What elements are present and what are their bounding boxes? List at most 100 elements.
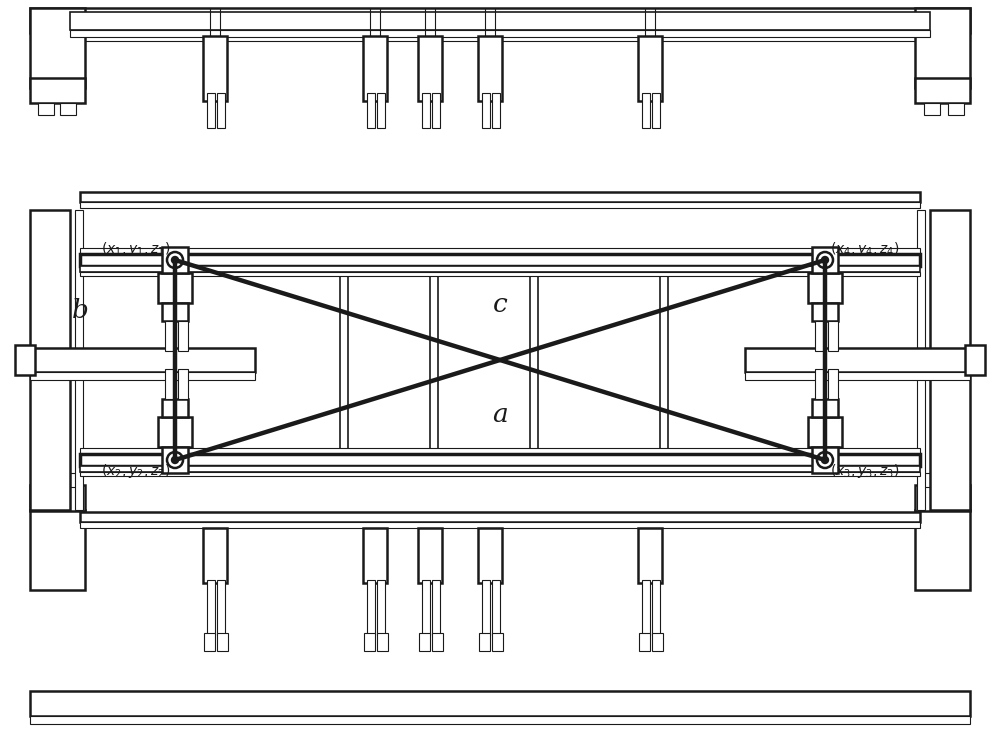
Bar [158, 273, 192, 303]
Bar [478, 528, 502, 583]
Bar [178, 321, 188, 351]
Bar [482, 93, 490, 128]
Bar [70, 12, 930, 30]
Bar [367, 580, 375, 635]
Bar [80, 454, 920, 466]
Bar [217, 580, 225, 635]
Bar [70, 30, 930, 37]
Bar [80, 466, 920, 472]
Bar [363, 36, 387, 101]
Bar [924, 473, 940, 487]
Text: a: a [492, 402, 508, 427]
Text: c: c [493, 293, 507, 318]
Text: b: b [72, 297, 88, 322]
Bar [80, 202, 920, 208]
Circle shape [172, 256, 178, 264]
Text: $(x_4,y_4,z_4)$: $(x_4,y_4,z_4)$ [830, 240, 899, 258]
Circle shape [817, 252, 833, 268]
Bar [924, 103, 940, 115]
Bar [30, 8, 85, 88]
Bar [80, 266, 920, 272]
Bar [80, 192, 920, 202]
Bar [422, 580, 430, 635]
Bar [638, 36, 662, 101]
Bar [419, 633, 430, 651]
Bar [812, 303, 838, 321]
Bar [30, 691, 970, 716]
Bar [38, 473, 54, 487]
Bar [492, 93, 500, 128]
Bar [812, 447, 838, 473]
Bar [915, 510, 970, 590]
Bar [642, 93, 650, 128]
Bar [652, 580, 660, 635]
Bar [479, 633, 490, 651]
Bar [418, 36, 442, 101]
Text: $(x_3,y_3,z_3)$: $(x_3,y_3,z_3)$ [830, 462, 899, 480]
Bar [30, 485, 85, 511]
Bar [828, 321, 838, 351]
Bar [492, 633, 503, 651]
Bar [162, 447, 188, 473]
Circle shape [167, 252, 183, 268]
Circle shape [172, 457, 178, 463]
Circle shape [822, 457, 828, 463]
Bar [162, 399, 188, 417]
Bar [432, 633, 443, 651]
Bar [178, 369, 188, 399]
Bar [158, 417, 192, 447]
Bar [812, 399, 838, 417]
Bar [808, 417, 842, 447]
Bar [917, 210, 925, 510]
Bar [80, 254, 920, 266]
Bar [432, 93, 440, 128]
Bar [492, 580, 500, 635]
Bar [207, 580, 215, 635]
Bar [418, 528, 442, 583]
Bar [30, 8, 970, 33]
Bar [808, 273, 842, 303]
Bar [432, 580, 440, 635]
Bar [828, 369, 838, 399]
Bar [815, 321, 825, 351]
Bar [363, 528, 387, 583]
Bar [915, 8, 970, 88]
Bar [377, 633, 388, 651]
Circle shape [822, 256, 828, 264]
Circle shape [167, 452, 183, 468]
Bar [367, 93, 375, 128]
Bar [422, 93, 430, 128]
Bar [639, 633, 650, 651]
Bar [482, 580, 490, 635]
Bar [930, 210, 970, 510]
Bar [162, 303, 188, 321]
Bar [30, 33, 970, 41]
Bar [207, 93, 215, 128]
Bar [60, 473, 76, 487]
Bar [478, 36, 502, 101]
Bar [38, 103, 54, 115]
Bar [30, 78, 85, 103]
Bar [80, 248, 920, 254]
Bar [80, 512, 920, 522]
Bar [80, 448, 920, 454]
Bar [80, 522, 920, 528]
Bar [75, 210, 83, 510]
Bar [30, 372, 255, 380]
Text: $(x_2,y_2,z_2)$: $(x_2,y_2,z_2)$ [101, 462, 170, 480]
Bar [80, 472, 920, 476]
Bar [217, 633, 228, 651]
Bar [204, 633, 215, 651]
Bar [812, 247, 838, 273]
Bar [30, 510, 85, 590]
Bar [15, 345, 35, 375]
Bar [948, 473, 964, 487]
Bar [915, 78, 970, 103]
Bar [377, 580, 385, 635]
Bar [30, 716, 970, 724]
Bar [30, 348, 255, 372]
Bar [60, 103, 76, 115]
Bar [745, 348, 970, 372]
Bar [948, 103, 964, 115]
Bar [642, 580, 650, 635]
